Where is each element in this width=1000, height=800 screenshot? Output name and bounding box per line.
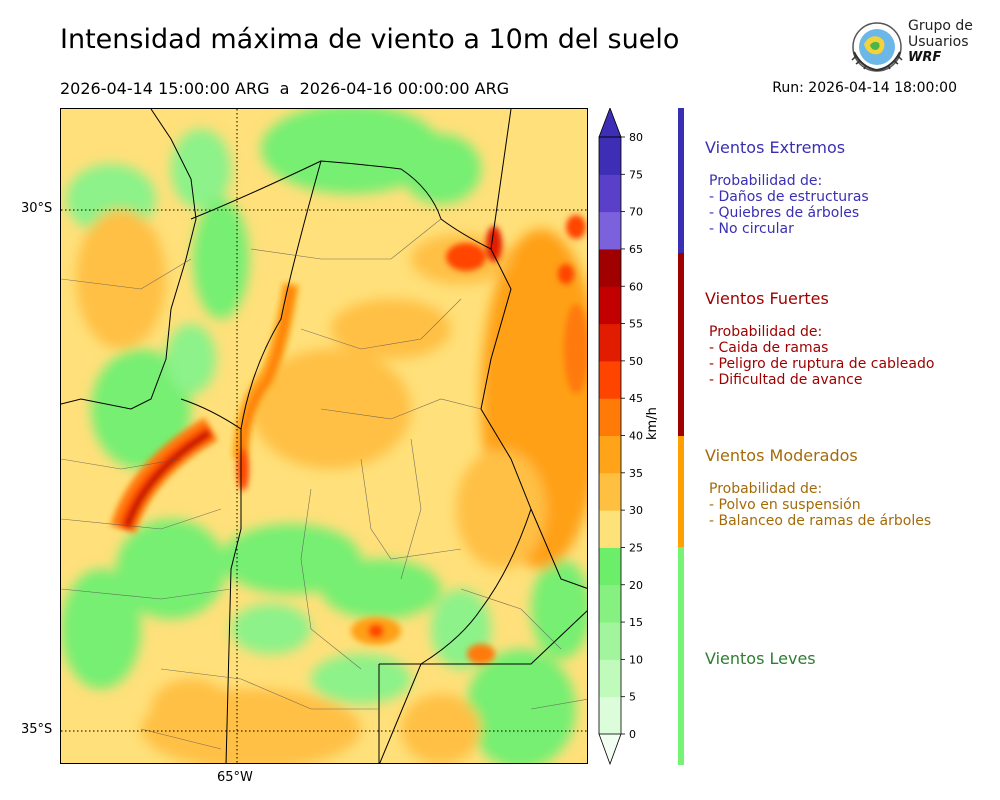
colorbar-segment — [599, 211, 621, 250]
legend-moderate-line: - Balanceo de ramas de árboles — [709, 513, 932, 529]
colorbar-tick-label: 65 — [629, 243, 643, 256]
colorbar-tick-label: 40 — [629, 430, 643, 443]
legend-light: Vientos Leves — [705, 649, 816, 668]
legend-extreme-lines: Probabilidad de: - Daños de estructuras … — [705, 173, 869, 237]
colorbar-tick-label: 35 — [629, 467, 643, 480]
colorbar-tick-label: 25 — [629, 541, 643, 554]
colorbar-tick-label: 15 — [629, 616, 643, 629]
colorbar-segment — [599, 659, 621, 698]
legend-strong-line: - Caida de ramas — [709, 340, 829, 356]
legend-extreme-line: - No circular — [709, 221, 794, 237]
legend-extreme-line: Probabilidad de: — [709, 173, 823, 189]
map-title: Intensidad máxima de viento a 10m del su… — [60, 24, 680, 55]
logo-line-1: Grupo de — [908, 18, 973, 34]
legend-bar-light — [678, 547, 684, 765]
colorbar-units: km/h — [645, 407, 660, 440]
wrf-logo: Grupo de Usuarios WRF — [848, 16, 973, 76]
colorbar-segment — [599, 248, 621, 287]
legend-strong-line: - Peligro de ruptura de cableado — [709, 356, 935, 372]
legend-moderate-title: Vientos Moderados — [705, 446, 858, 465]
legend-extreme-line: - Quiebres de árboles — [709, 205, 860, 221]
colorbar-segment — [599, 323, 621, 362]
colorbar-segment — [599, 174, 621, 213]
legend-strong-title: Vientos Fuertes — [705, 289, 829, 308]
colorbar-tick-label: 75 — [629, 168, 643, 181]
legend-strong-line: Probabilidad de: — [709, 324, 823, 340]
colorbar-tick-label: 55 — [629, 318, 643, 331]
legend-moderate-lines: Probabilidad de: - Polvo en suspensión -… — [705, 481, 931, 529]
legend-bar-strong — [678, 253, 684, 436]
colorbar-segment — [599, 510, 621, 548]
colorbar-segment — [599, 286, 621, 325]
globe-icon — [851, 22, 903, 72]
colorbar-segment — [599, 472, 621, 511]
colorbar-tick-label: 50 — [629, 355, 643, 368]
run-time: Run: 2026-04-14 18:00:00 — [772, 80, 957, 96]
colorbar-segment — [599, 622, 621, 660]
colorbar-tick-label: 10 — [629, 653, 643, 666]
colorbar-segment — [599, 398, 621, 436]
legend-light-title: Vientos Leves — [705, 649, 816, 668]
colorbar-segment — [599, 435, 621, 474]
forecast-period: 2026-04-14 15:00:00 ARG a 2026-04-16 00:… — [60, 79, 510, 98]
legend-bar-moderate — [678, 436, 684, 547]
logo-line-3: WRF — [908, 50, 942, 65]
colorbar-tick-label: 60 — [629, 280, 643, 293]
legend-strong: Vientos Fuertes Probabilidad de: - Caida… — [705, 289, 934, 388]
colorbar-segment — [599, 696, 621, 735]
colorbar-segment — [599, 137, 621, 175]
lat-label-30s: 30°S — [21, 201, 53, 216]
colorbar-extend-low — [598, 733, 622, 766]
colorbar-tick-label: 20 — [629, 579, 643, 592]
legend-extreme-title: Vientos Extremos — [705, 138, 846, 157]
legend-extreme: Vientos Extremos Probabilidad de: - Daño… — [705, 138, 869, 237]
colorbar-tick-label: 30 — [629, 504, 643, 517]
legend-moderate: Vientos Moderados Probabilidad de: - Pol… — [705, 446, 931, 529]
logo-line-2: Usuarios — [908, 34, 969, 50]
colorbar-segment — [599, 584, 621, 623]
legend-strong-line: - Dificultad de avance — [709, 372, 863, 388]
colorbar: 0 5 10 15 20 25 30 35 40 45 50 55 60 65 70 75 80 — [598, 108, 643, 766]
legend-extreme-line: - Daños de estructuras — [709, 189, 869, 205]
colorbar-extend-high — [598, 108, 622, 138]
legend-moderate-line: Probabilidad de: — [709, 481, 823, 497]
legend-moderate-line: - Polvo en suspensión — [709, 497, 861, 513]
wind-field — [61, 109, 587, 763]
colorbar-tick-label: 80 — [629, 131, 643, 144]
colorbar-tick-label: 70 — [629, 206, 643, 219]
colorbar-tick-label: 5 — [629, 691, 636, 704]
legend-strong-lines: Probabilidad de: - Caida de ramas - Peli… — [705, 324, 934, 388]
colorbar-segment — [599, 547, 621, 586]
colorbar-segment — [599, 360, 621, 399]
colorbar-tick-label: 0 — [629, 728, 636, 741]
wind-map — [60, 108, 588, 764]
colorbar-tick-label: 45 — [629, 392, 643, 405]
legend-bar-extreme — [678, 108, 684, 253]
lon-label-65w: 65°W — [217, 770, 253, 785]
lat-label-35s: 35°S — [21, 722, 53, 737]
